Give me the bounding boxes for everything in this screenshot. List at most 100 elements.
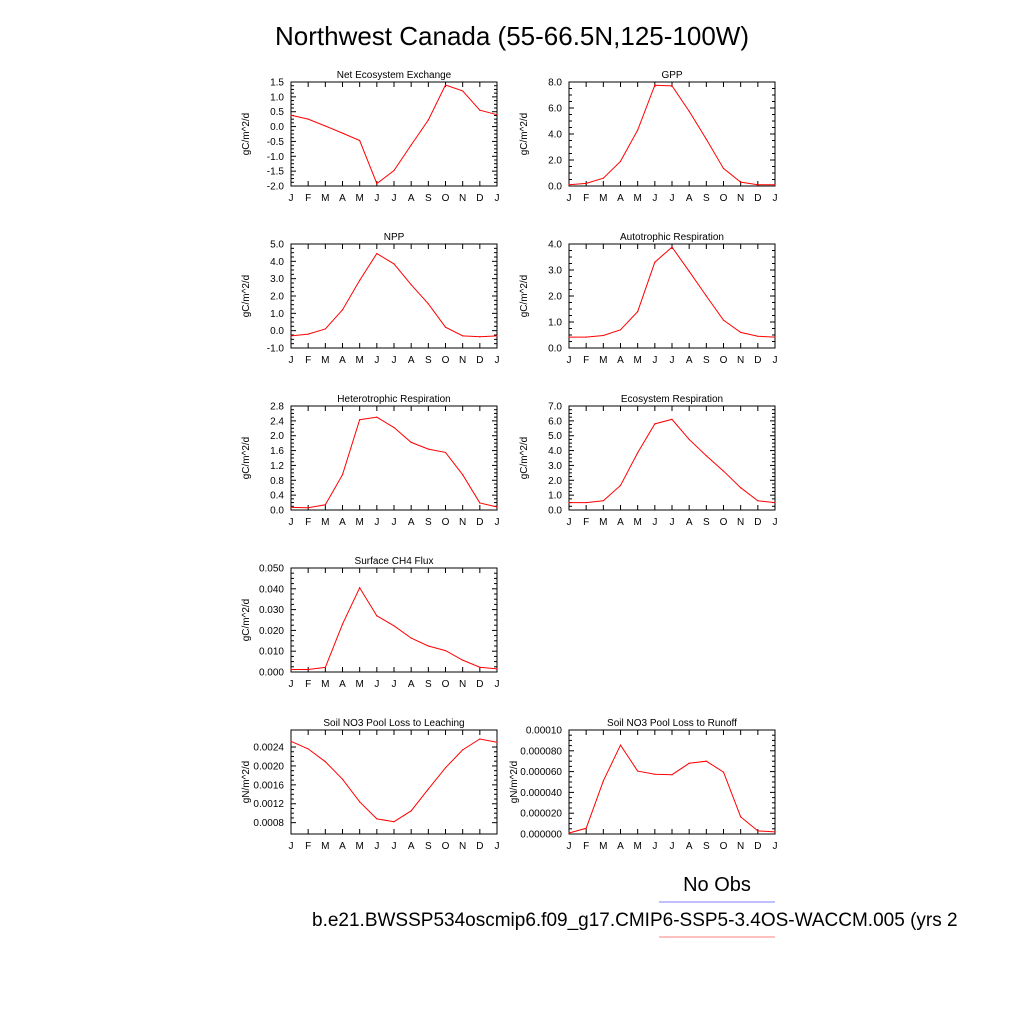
data-point (376, 183, 378, 185)
legend-obs-label: No Obs (683, 874, 751, 896)
figure-title: Northwest Canada (55-66.5N,125-100W) (275, 21, 749, 51)
x-tick-label: A (339, 517, 346, 528)
x-tick-label: S (425, 679, 432, 690)
x-tick-label: S (425, 193, 432, 204)
x-tick-label: J (374, 679, 379, 690)
y-tick-label: 0.010 (259, 647, 284, 658)
data-point (359, 419, 361, 421)
y-tick-label: 7.0 (548, 402, 562, 413)
data-point (757, 184, 759, 186)
y-tick-label: 1.0 (270, 309, 284, 320)
x-tick-label: F (583, 193, 589, 204)
data-point (568, 832, 570, 834)
x-tick-label: J (773, 517, 778, 528)
y-tick-label: 2.0 (548, 292, 562, 303)
x-tick-label: J (289, 679, 294, 690)
x-tick-label: S (703, 355, 710, 366)
plot-frame (290, 405, 498, 511)
y-tick-label: 0.020 (259, 626, 284, 637)
y-tick-label: 0.00010 (526, 726, 563, 737)
data-point (740, 331, 742, 333)
data-point (341, 623, 344, 625)
plot-frame (568, 243, 776, 349)
x-tick-label: A (339, 193, 346, 204)
x-tick-label: F (583, 517, 589, 528)
y-tick-label: 0.0012 (253, 799, 284, 810)
y-axis-label: gC/m^2/d (519, 437, 530, 480)
panel-title: Surface CH4 Flux (355, 556, 434, 567)
x-tick-label: J (773, 193, 778, 204)
data-point (307, 333, 309, 335)
x-tick-label: N (459, 679, 466, 690)
panel-title: Heterotrophic Respiration (337, 394, 450, 405)
y-tick-label: 0.0 (270, 506, 284, 517)
x-tick-label: F (305, 193, 311, 204)
x-tick-label: J (392, 841, 397, 852)
x-tick-label: A (617, 355, 624, 366)
data-point (324, 761, 326, 763)
data-point (688, 762, 690, 764)
x-tick-label: S (703, 841, 710, 852)
x-tick-label: D (476, 679, 483, 690)
x-tick-label: D (476, 517, 483, 528)
data-point (393, 821, 395, 823)
y-tick-label: 0.000040 (520, 788, 562, 799)
data-point (637, 452, 639, 454)
data-point (307, 668, 309, 671)
data-point (376, 416, 378, 418)
y-axis-label: gC/m^2/d (241, 113, 252, 156)
x-tick-label: A (408, 679, 415, 690)
x-tick-label: M (321, 355, 329, 366)
y-tick-label: 2.8 (270, 402, 284, 413)
x-tick-label: A (686, 193, 693, 204)
y-tick-label: 0.4 (270, 491, 284, 502)
x-tick-label: M (599, 517, 607, 528)
x-tick-label: J (567, 193, 572, 204)
x-tick-label: J (374, 193, 379, 204)
y-tick-label: 0.000000 (520, 830, 562, 841)
x-tick-label: J (652, 841, 657, 852)
x-tick-label: J (392, 679, 397, 690)
x-tick-label: D (754, 517, 761, 528)
y-tick-label: 3.0 (548, 461, 562, 472)
y-tick-label: 0.030 (259, 605, 284, 616)
data-point (290, 668, 292, 671)
data-point (307, 507, 309, 509)
data-point (444, 767, 447, 769)
y-tick-label: 1.6 (270, 446, 284, 457)
series-line (291, 586, 498, 670)
data-point (722, 319, 725, 321)
data-point (496, 335, 498, 337)
y-tick-label: -0.5 (267, 137, 285, 148)
y-tick-label: 2.0 (548, 156, 562, 167)
x-tick-label: F (305, 517, 311, 528)
data-point (359, 801, 361, 803)
x-tick-label: O (442, 679, 450, 690)
series-line (568, 84, 775, 186)
x-tick-label: A (617, 193, 624, 204)
x-tick-label: A (339, 841, 346, 852)
data-point (722, 167, 725, 170)
y-tick-label: 0.0 (548, 344, 562, 355)
data-point (341, 778, 344, 780)
y-tick-label: 0.0 (548, 182, 562, 193)
x-tick-label: D (476, 355, 483, 366)
data-point (410, 284, 412, 286)
data-point (479, 666, 481, 668)
x-tick-label: M (599, 193, 607, 204)
data-point (774, 184, 776, 186)
x-tick-label: M (355, 841, 363, 852)
data-point (444, 451, 447, 454)
plot-frame (568, 729, 776, 835)
x-tick-label: N (737, 841, 744, 852)
x-tick-label: M (633, 355, 641, 366)
x-tick-label: A (408, 841, 415, 852)
x-tick-label: D (754, 193, 761, 204)
y-tick-label: 0.0 (548, 506, 562, 517)
y-tick-label: 5.0 (548, 431, 562, 442)
data-point (290, 506, 292, 508)
x-tick-label: A (686, 841, 693, 852)
plot-frame (568, 405, 776, 511)
